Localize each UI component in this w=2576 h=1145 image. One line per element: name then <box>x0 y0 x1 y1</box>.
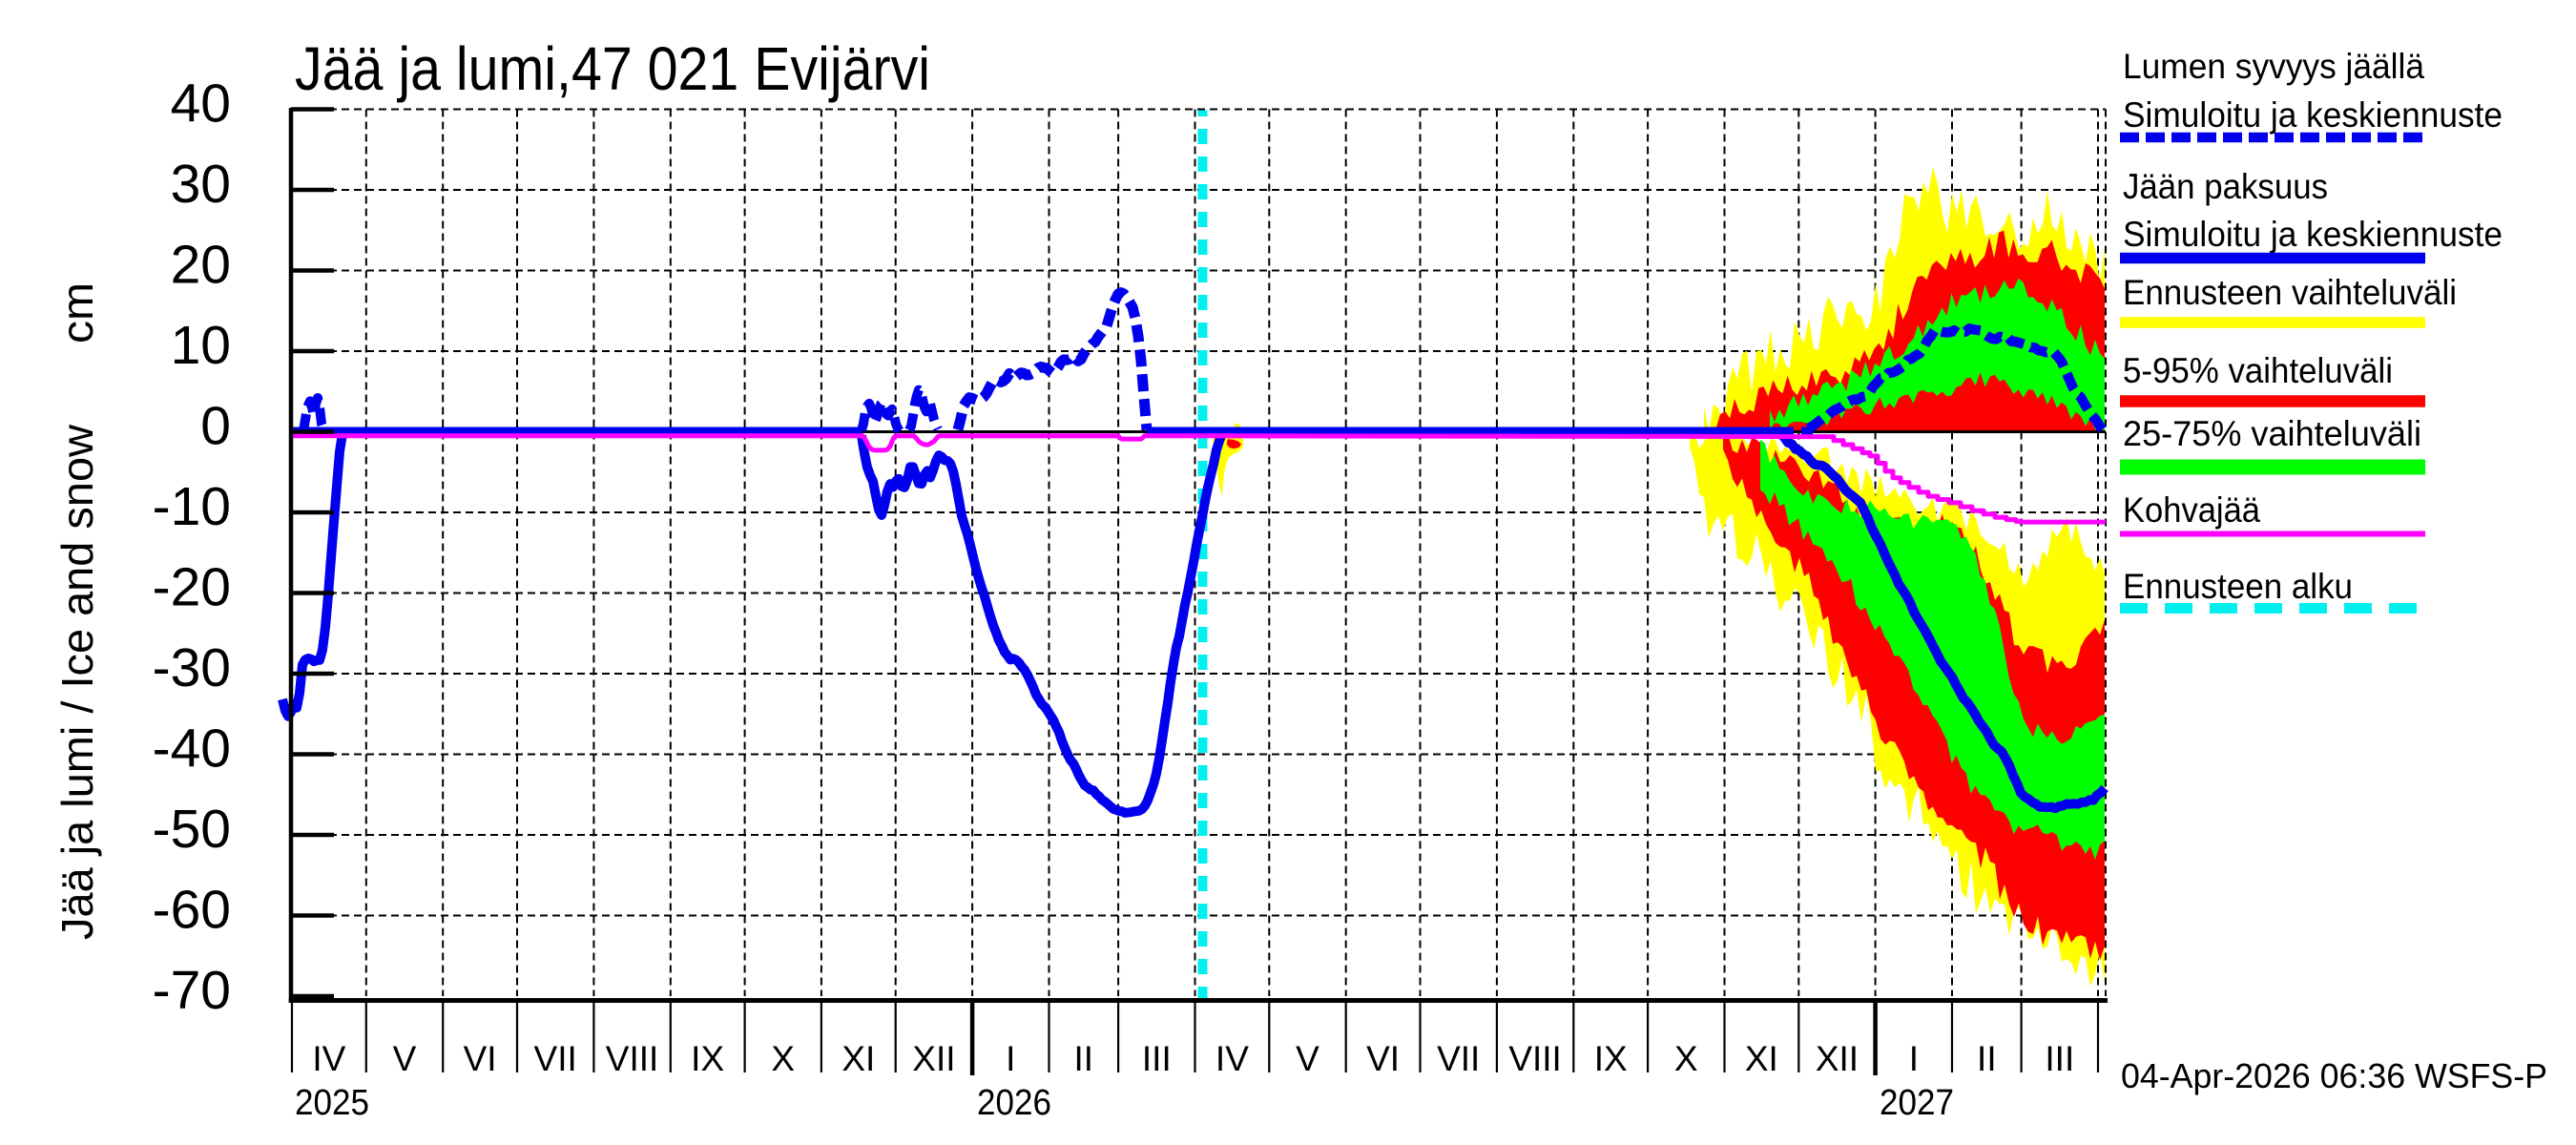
svg-text:-70: -70 <box>153 960 231 1021</box>
svg-text:IX: IX <box>691 1039 724 1078</box>
svg-text:5-95% vaihteluväli: 5-95% vaihteluväli <box>2123 351 2393 390</box>
svg-text:Kohvajää: Kohvajää <box>2123 490 2260 530</box>
svg-text:-40: -40 <box>153 718 231 780</box>
svg-text:IV: IV <box>312 1039 345 1078</box>
svg-text:V: V <box>1296 1039 1319 1078</box>
svg-text:X: X <box>771 1039 795 1078</box>
svg-text:VII: VII <box>1437 1039 1480 1078</box>
svg-text:Jää ja lumi,47 021 Evijärvi: Jää ja lumi,47 021 Evijärvi <box>295 34 930 103</box>
svg-text:VIII: VIII <box>1508 1039 1562 1078</box>
svg-text:XII: XII <box>1816 1039 1859 1078</box>
svg-text:Lumen syvyys jäällä: Lumen syvyys jäällä <box>2123 47 2424 86</box>
svg-text:Jään paksuus: Jään paksuus <box>2123 167 2328 206</box>
svg-text:-50: -50 <box>153 799 231 860</box>
svg-text:20: 20 <box>171 235 231 296</box>
svg-text:III: III <box>2045 1039 2074 1078</box>
svg-text:10: 10 <box>171 315 231 376</box>
svg-text:30: 30 <box>171 154 231 215</box>
svg-text:VIII: VIII <box>606 1039 659 1078</box>
svg-text:04-Apr-2026 06:36 WSFS-P: 04-Apr-2026 06:36 WSFS-P <box>2121 1056 2547 1095</box>
svg-text:VI: VI <box>464 1039 497 1078</box>
svg-text:IV: IV <box>1215 1039 1249 1078</box>
svg-text:XI: XI <box>1745 1039 1778 1078</box>
svg-text:VI: VI <box>1366 1039 1400 1078</box>
svg-text:V: V <box>393 1039 417 1078</box>
svg-text:XI: XI <box>841 1039 875 1078</box>
svg-text:II: II <box>1074 1039 1094 1078</box>
svg-text:I: I <box>1909 1039 1919 1078</box>
svg-text:-10: -10 <box>153 476 231 537</box>
svg-text:III: III <box>1142 1039 1172 1078</box>
svg-text:cm: cm <box>52 282 102 344</box>
svg-text:-30: -30 <box>153 637 231 698</box>
svg-text:XII: XII <box>912 1039 955 1078</box>
svg-text:IX: IX <box>1594 1039 1628 1078</box>
svg-text:Ennusteen alku: Ennusteen alku <box>2123 567 2353 606</box>
svg-text:-20: -20 <box>153 557 231 618</box>
svg-text:25-75% vaihteluväli: 25-75% vaihteluväli <box>2123 414 2421 453</box>
svg-text:-60: -60 <box>153 880 231 941</box>
svg-text:Simuloitu ja keskiennuste: Simuloitu ja keskiennuste <box>2123 215 2503 254</box>
svg-text:Ennusteen vaihteluväli: Ennusteen vaihteluväli <box>2123 273 2457 312</box>
svg-text:0: 0 <box>200 396 231 457</box>
svg-text:I: I <box>1006 1039 1015 1078</box>
svg-text:40: 40 <box>171 73 231 135</box>
svg-text:VII: VII <box>534 1039 577 1078</box>
svg-text:2026: 2026 <box>977 1083 1051 1123</box>
svg-text:2025: 2025 <box>295 1083 369 1123</box>
svg-text:Jää ja lumi / Ice and snow: Jää ja lumi / Ice and snow <box>52 424 102 940</box>
svg-text:Simuloitu ja keskiennuste: Simuloitu ja keskiennuste <box>2123 95 2503 135</box>
svg-text:X: X <box>1674 1039 1698 1078</box>
svg-text:II: II <box>1977 1039 1997 1078</box>
svg-text:2027: 2027 <box>1880 1083 1954 1123</box>
